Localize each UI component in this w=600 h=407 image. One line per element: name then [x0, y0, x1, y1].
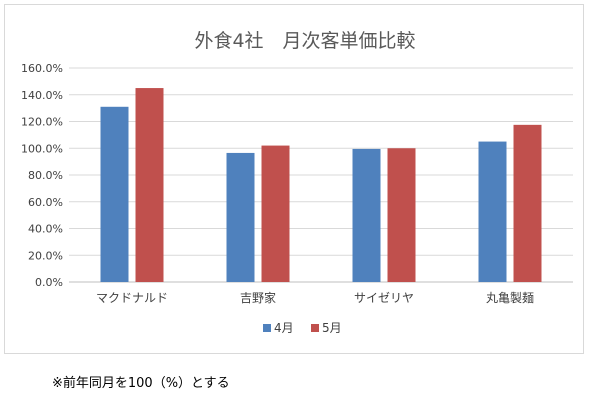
y-tick-label: 0.0%: [35, 276, 63, 289]
bar-5月-サイゼリヤ: [387, 148, 416, 282]
y-tick-label: 140.0%: [21, 89, 63, 102]
y-tick-label: 80.0%: [28, 169, 63, 182]
legend-swatch: [263, 324, 271, 332]
y-tick-label: 60.0%: [28, 196, 63, 209]
bar-4月-サイゼリヤ: [352, 148, 381, 282]
bar-4月-マクドナルド: [100, 106, 129, 282]
x-category-label: 吉野家: [240, 290, 276, 305]
chart-frame: 外食4社 月次客単価比較 0.0% 20.0% 40.0% 60.0% 80.0% 100…: [4, 4, 584, 354]
x-category-label: サイゼリヤ: [354, 291, 414, 305]
y-tick-label: 100.0%: [21, 142, 63, 155]
bar-chart: 外食4社 月次客単価比較 0.0% 20.0% 40.0% 60.0% 80.0% 100…: [21, 30, 573, 335]
chart-title: 外食4社 月次客単価比較: [194, 30, 415, 52]
footnote: ※前年同月を100（%）とする: [52, 376, 230, 391]
bar-5月-吉野家: [261, 145, 290, 282]
y-tick-label: 20.0%: [28, 249, 63, 262]
y-tick-label: 160.0%: [21, 62, 63, 75]
legend-swatch: [311, 324, 319, 332]
bar-4月-丸亀製麺: [478, 141, 507, 282]
legend-label: 5月: [322, 321, 342, 335]
bar-5月-丸亀製麺: [513, 124, 542, 282]
bar-5月-マクドナルド: [135, 88, 164, 282]
x-category-label: マクドナルド: [96, 291, 168, 305]
x-category-label: 丸亀製麺: [486, 291, 534, 305]
legend-label: 4月: [274, 321, 294, 335]
y-tick-label: 120.0%: [21, 116, 63, 129]
bar-4月-吉野家: [226, 152, 255, 282]
y-tick-label: 40.0%: [28, 223, 63, 236]
